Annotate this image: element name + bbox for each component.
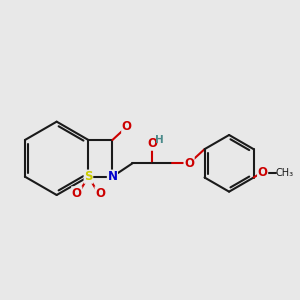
Text: O: O [184,157,194,170]
Text: CH₃: CH₃ [276,167,294,178]
Text: H: H [155,135,164,145]
Text: S: S [84,170,93,183]
Text: O: O [95,187,105,200]
Text: O: O [258,166,268,179]
Text: O: O [122,120,132,133]
Text: N: N [107,170,117,183]
Text: O: O [72,187,82,200]
Text: O: O [147,137,158,150]
